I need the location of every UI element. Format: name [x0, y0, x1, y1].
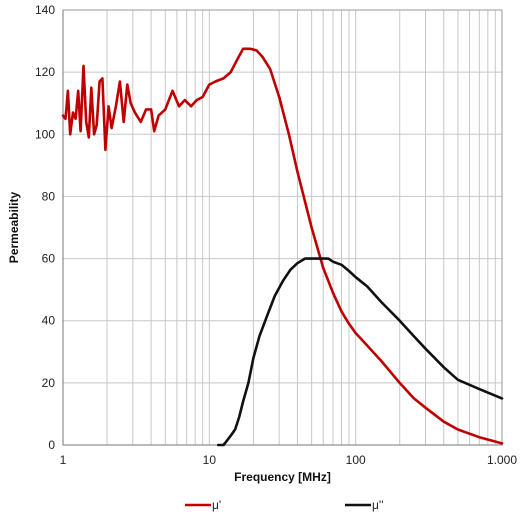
y-tick-label: 140: [35, 3, 55, 17]
y-tick-label: 120: [35, 65, 55, 79]
x-axis-title: Frequency [MHz]: [234, 470, 331, 484]
y-tick-label: 20: [42, 376, 56, 390]
y-tick-label: 40: [42, 314, 56, 328]
y-tick-label: 0: [48, 438, 55, 452]
x-tick-label: 1: [60, 453, 67, 467]
legend-item-mu-prime: μ': [185, 498, 221, 512]
y-tick-label: 80: [42, 189, 56, 203]
x-tick-label: 10: [203, 453, 217, 467]
legend-label-mu-prime: μ': [212, 498, 221, 512]
y-tick-label: 100: [35, 127, 55, 141]
legend-item-mu-double-prime: μ'': [345, 498, 384, 512]
grid: [62, 9, 503, 446]
series-lines: [61, 47, 504, 447]
series-line-mu-double-prime: [216, 257, 504, 447]
x-tick-label: 1.000: [487, 453, 517, 467]
x-tick-label: 100: [346, 453, 366, 467]
y-tick-label: 60: [42, 252, 56, 266]
legend-label-mu-double-prime: μ'': [372, 498, 384, 512]
axes: [62, 10, 502, 446]
plot-frame: [62, 9, 503, 446]
tick-labels: 0 20 40 60 80 100 120 140 1 10 100 1.000: [35, 3, 517, 467]
legend: μ' μ'': [185, 498, 384, 512]
series-line-mu-prime: [61, 47, 504, 445]
y-axis-title: Permeability: [7, 191, 21, 263]
